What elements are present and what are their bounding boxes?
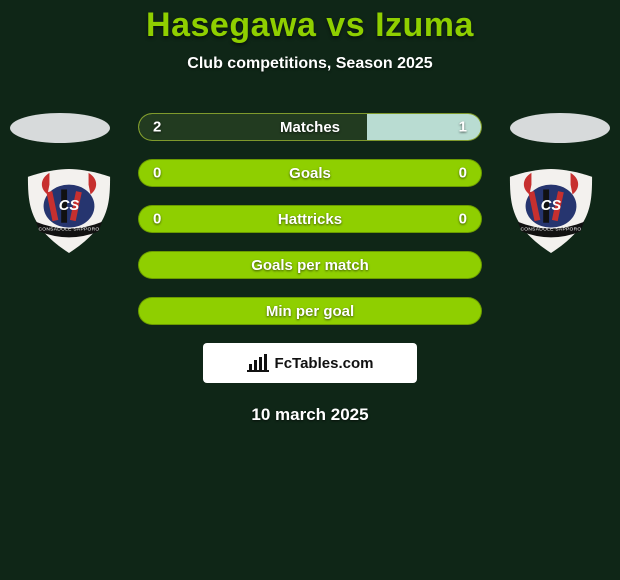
stat-row: 2 1 Matches	[138, 113, 482, 141]
stat-value-right: 0	[459, 211, 467, 228]
player-slot-right	[510, 113, 610, 143]
stat-label: Goals	[289, 165, 331, 182]
stat-value-left: 0	[153, 211, 161, 228]
stat-row: 0 0 Hattricks	[138, 205, 482, 233]
badge-cs-text: CS	[541, 198, 562, 214]
stat-value-right: 1	[459, 119, 467, 136]
comparison-area: CS CONSADOLE SAPPORO CS CONSADOLE SAPPOR…	[0, 113, 620, 425]
watermark-text: FcTables.com	[275, 355, 374, 372]
stat-label: Hattricks	[278, 211, 342, 228]
stat-label: Goals per match	[251, 257, 369, 274]
stat-row: Min per goal	[138, 297, 482, 325]
bar-chart-icon	[247, 354, 269, 372]
watermark: FcTables.com	[203, 343, 417, 383]
stat-label: Min per goal	[266, 303, 354, 320]
player-slot-left	[10, 113, 110, 143]
comparison-infographic: Hasegawa vs Izuma Club competitions, Sea…	[0, 0, 620, 580]
stat-value-left: 2	[153, 119, 161, 136]
page-title: Hasegawa vs Izuma	[0, 6, 620, 45]
stat-row: Goals per match	[138, 251, 482, 279]
badge-banner-text: CONSADOLE SAPPORO	[520, 227, 581, 233]
stat-value-left: 0	[153, 165, 161, 182]
stat-rows: 2 1 Matches 0 0 Goals 0 0 Hattricks Goals per mat…	[138, 113, 482, 325]
badge-cs-text: CS	[59, 198, 80, 214]
stat-label: Matches	[280, 119, 340, 136]
date-text: 10 march 2025	[0, 405, 620, 425]
subtitle: Club competitions, Season 2025	[0, 55, 620, 73]
team-badge-left: CS CONSADOLE SAPPORO	[20, 167, 118, 255]
badge-banner-text: CONSADOLE SAPPORO	[38, 227, 99, 233]
team-badge-right: CS CONSADOLE SAPPORO	[502, 167, 600, 255]
stat-value-right: 0	[459, 165, 467, 182]
stat-row: 0 0 Goals	[138, 159, 482, 187]
